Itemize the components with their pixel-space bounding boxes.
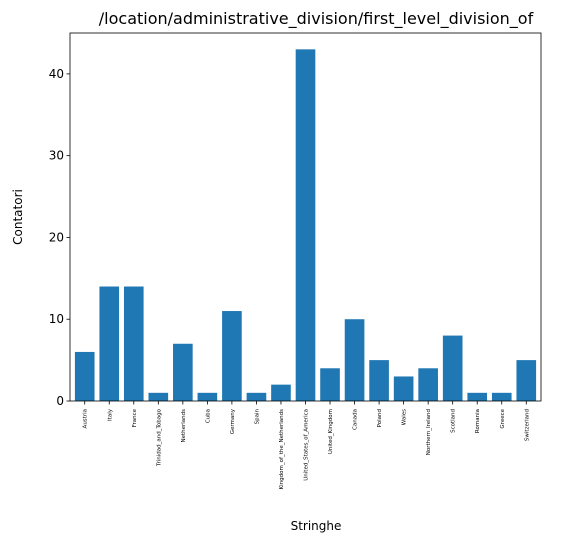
bar-Canada <box>344 319 365 401</box>
bar-United_Kingdom <box>320 368 340 401</box>
x-tick-label: Netherlands <box>181 409 187 443</box>
x-tick-label: Italy <box>107 408 113 421</box>
bar-Scotland <box>442 335 463 401</box>
bar-Wales <box>393 376 414 401</box>
x-tick-label: Northern_Ireland <box>426 409 432 455</box>
bar-Kingdom_of_the_Netherlands <box>271 384 291 401</box>
x-tick-label: United_Kingdom <box>328 409 334 454</box>
y-tick-label: 40 <box>49 67 64 81</box>
bar-Austria <box>74 351 95 401</box>
y-tick-label: 30 <box>49 149 64 163</box>
bar-Italy <box>99 286 120 401</box>
x-tick-label: Scotland <box>451 409 457 433</box>
y-axis-label: Contatori <box>11 189 25 245</box>
x-tick-label: United_States_of_America <box>304 409 310 481</box>
bar-Trinidad_and_Tobago <box>148 392 169 401</box>
x-tick-label: Trinidad_and_Tobago <box>156 408 162 467</box>
chart-title: /location/administrative_division/first_… <box>99 9 534 29</box>
y-tick-label: 10 <box>49 312 64 326</box>
bar-Poland <box>369 360 389 401</box>
x-axis-label: Stringhe <box>291 519 342 533</box>
bar-United_States_of_America <box>295 49 316 401</box>
bar-Northern_Ireland <box>418 368 438 401</box>
plot-area: 0 10 20 30 40 Austria Italy France Trinidad_and_… <box>49 32 542 490</box>
x-tick-label: Spain <box>254 408 260 424</box>
y-tick-label: 0 <box>56 394 64 408</box>
x-tick-label: Wales <box>402 409 408 425</box>
bar-Cuba <box>197 392 218 401</box>
bar-France <box>123 286 144 401</box>
x-tick-label: Romania <box>475 409 481 433</box>
y-tick-label: 20 <box>49 230 64 244</box>
bar-Spain <box>246 392 267 401</box>
x-tick-label: Kingdom_of_the_Netherlands <box>279 409 285 490</box>
bar-Greece <box>491 392 512 401</box>
x-tick-label: Canada <box>353 409 359 430</box>
bar-Netherlands <box>173 343 193 401</box>
x-tick-label: Greece <box>500 408 506 428</box>
bar-Switzerland <box>516 360 537 401</box>
x-tick-label: Austria <box>83 409 89 428</box>
x-tick-label: France <box>132 408 138 427</box>
bar-Romania <box>467 392 488 401</box>
bar-Germany <box>222 311 242 401</box>
x-tick-label: Cuba <box>205 409 211 423</box>
x-tick-label: Switzerland <box>524 409 530 441</box>
x-tick-label: Poland <box>377 409 383 427</box>
x-tick-label: Germany <box>230 408 236 434</box>
